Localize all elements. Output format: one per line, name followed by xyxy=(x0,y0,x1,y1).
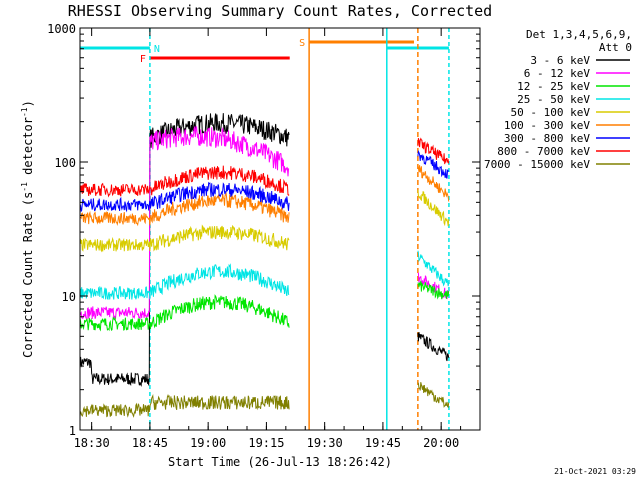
series-line-9 xyxy=(79,382,450,418)
legend-label: 800 - 7000 keV xyxy=(497,145,590,158)
y-tick-label: 1000 xyxy=(47,22,76,36)
chart-title: RHESSI Observing Summary Count Rates, Co… xyxy=(68,2,492,20)
series-line-8 xyxy=(79,137,450,198)
legend-header-2: Att 0 xyxy=(599,41,632,54)
series-line-6 xyxy=(79,164,450,227)
legend-label: 100 - 300 keV xyxy=(504,119,590,132)
legend-label: 25 - 50 keV xyxy=(517,93,590,106)
x-tick-label: 19:00 xyxy=(190,436,226,450)
legend-label: 7000 - 15000 keV xyxy=(484,158,590,171)
footer-stamp: 21-Oct-2021 03:29 xyxy=(554,467,636,476)
legend-header-1: Det 1,3,4,5,6,9, xyxy=(526,28,632,41)
series-line-4 xyxy=(79,250,450,300)
x-axis: 18:30 18:45 19:00 19:15 19:30 19:45 20:00 xyxy=(74,28,481,450)
y-tick-label: 100 xyxy=(54,156,76,170)
x-tick-label: 18:30 xyxy=(74,436,110,450)
x-tick-label: 18:45 xyxy=(132,436,168,450)
series-line-3 xyxy=(79,280,450,332)
x-tick-label: 19:15 xyxy=(248,436,284,450)
legend-label: 12 - 25 keV xyxy=(517,80,590,93)
series-lines xyxy=(79,113,450,418)
y-axis: 1 10 100 1000 xyxy=(47,22,480,438)
legend-label: 3 - 6 keV xyxy=(530,54,590,67)
flag-label: N xyxy=(154,44,160,55)
x-axis-label: Start Time (26-Jul-13 18:26:42) xyxy=(168,455,392,469)
y-tick-label: 1 xyxy=(69,424,76,438)
x-tick-label: 19:45 xyxy=(365,436,401,450)
x-tick-label: 20:00 xyxy=(423,436,459,450)
legend-label: 300 - 800 keV xyxy=(504,132,590,145)
flag-label: F xyxy=(140,54,146,65)
plot-frame xyxy=(79,27,481,431)
x-tick-label: 19:30 xyxy=(307,436,343,450)
series-line-5 xyxy=(79,189,450,253)
legend-label: 6 - 12 keV xyxy=(524,67,591,80)
flag-bars: NF S xyxy=(80,28,450,430)
y-tick-label: 10 xyxy=(62,290,76,304)
legend-label: 50 - 100 keV xyxy=(511,106,591,119)
y-axis-label: Corrected Count Rate (s-1 detector-1) xyxy=(20,100,35,358)
flag-label: S xyxy=(299,38,305,49)
series-line-7 xyxy=(79,149,449,213)
